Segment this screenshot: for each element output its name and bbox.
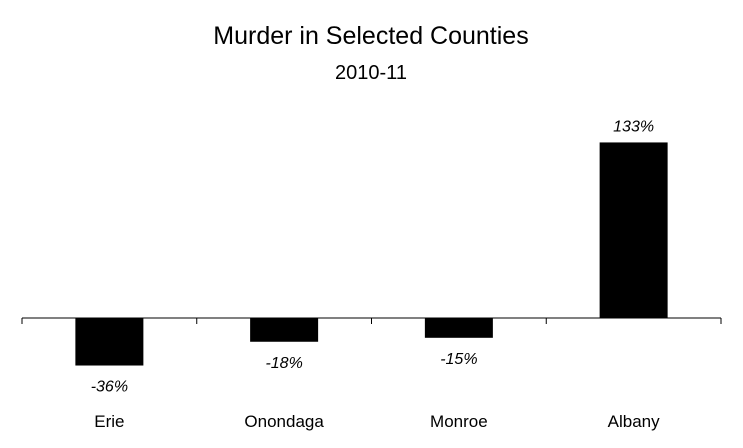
x-axis [21,317,722,324]
bars-group [75,142,668,366]
bar-monroe [424,318,493,338]
category-label: Monroe [430,412,488,431]
chart-title: Murder in Selected Counties [213,22,528,50]
data-label: -36% [91,379,128,396]
data-label: -15% [440,351,477,368]
category-labels-group: Erie Onondaga Monroe Albany [94,412,660,431]
chart-subtitle: 2010-11 [335,62,407,84]
data-labels-group: -36% -18% -15% 133% [91,118,654,395]
bar-onondaga [250,318,319,342]
category-label: Erie [94,412,124,431]
bar-albany [599,142,668,318]
category-label: Onondaga [244,412,324,431]
category-label: Albany [608,412,660,431]
data-label: 133% [613,118,654,135]
data-label: -18% [265,355,302,372]
bar-erie [75,318,144,366]
